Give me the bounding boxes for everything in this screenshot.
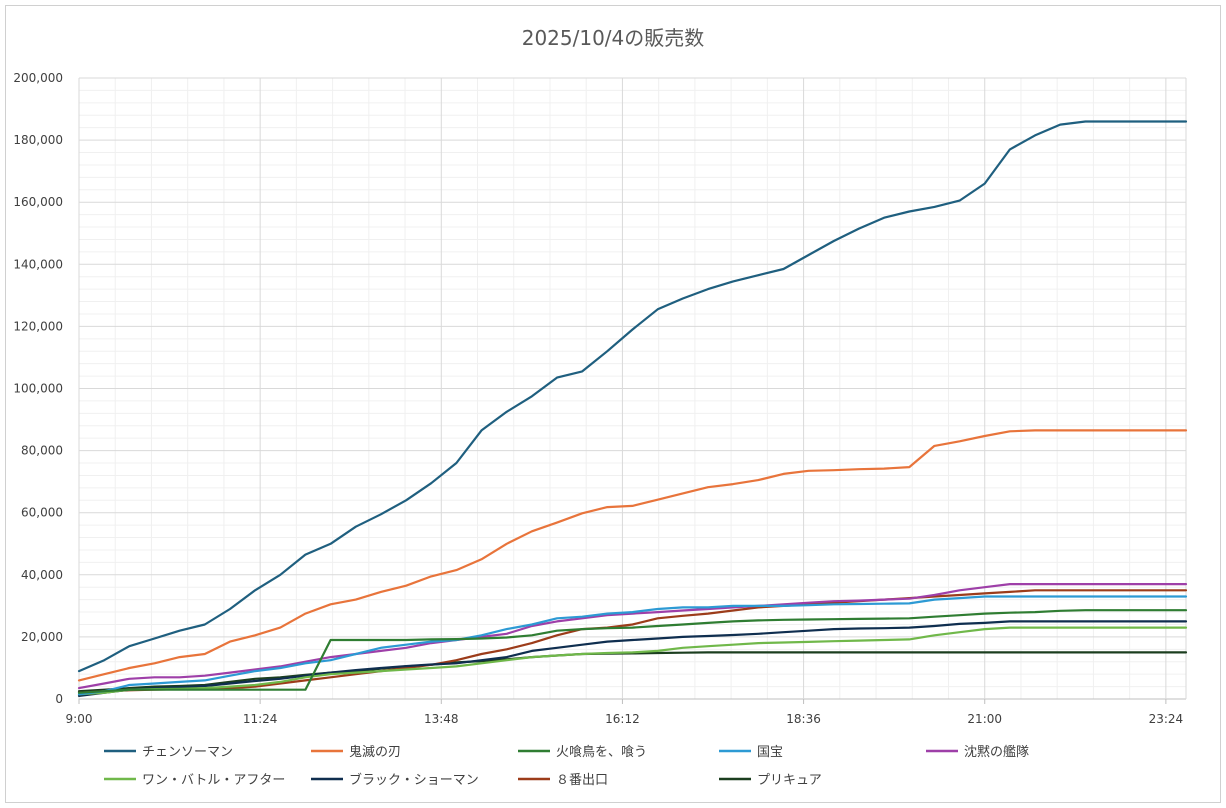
series-line: [77, 620, 1188, 698]
x-tick-label: 18:36: [786, 712, 821, 726]
y-axis-ticks: 0 20,000 40,000 60,000 80,000 100,000 120,000 1…: [13, 71, 63, 706]
y-tick-label: 60,000: [21, 506, 63, 520]
y-tick-label: 100,000: [13, 382, 63, 396]
series-line: [77, 120, 1188, 673]
series-line: [77, 589, 1188, 694]
y-tick-label: 160,000: [13, 195, 63, 209]
y-tick-label: 40,000: [21, 568, 63, 582]
y-tick-label: 200,000: [13, 71, 63, 85]
series-line: [77, 595, 1188, 696]
x-tick-label: 11:24: [243, 712, 278, 726]
line-chart: 2025/10/4の販売数 0 20,000 40,000 60,000 80,000 1…: [13, 26, 1188, 788]
legend-label: 鬼滅の刃: [349, 744, 401, 760]
series-lines: [77, 120, 1188, 698]
x-tick-label: 13:48: [424, 712, 459, 726]
legend-label: ブラック・ショーマン: [349, 772, 479, 788]
series-line: [77, 582, 1188, 690]
grid: [78, 77, 1187, 704]
series-line: [77, 609, 1188, 694]
chart-frame: 2025/10/4の販売数 0 20,000 40,000 60,000 80,000 1…: [5, 5, 1221, 803]
x-tick-label: 21:00: [967, 712, 1002, 726]
y-tick-label: 20,000: [21, 630, 63, 644]
chart-title: 2025/10/4の販売数: [522, 26, 705, 50]
legend-label: 沈黙の艦隊: [964, 744, 1029, 760]
y-tick-label: 180,000: [13, 133, 63, 147]
legend-label: ８番出口: [556, 773, 608, 788]
legend-label: 国宝: [757, 745, 783, 760]
x-tick-label: 9:00: [66, 712, 93, 726]
legend-label: 火喰鳥を、喰う: [556, 744, 647, 760]
series-line: [77, 626, 1188, 696]
legend-label: チェンソーマン: [142, 745, 233, 760]
y-tick-label: 0: [55, 692, 63, 706]
x-tick-label: 23:24: [1149, 712, 1184, 726]
x-axis-ticks: 9:00 11:24 13:48 16:12 18:36 21:00 23:24: [66, 712, 1184, 726]
y-tick-label: 80,000: [21, 444, 63, 458]
y-tick-label: 140,000: [13, 257, 63, 271]
legend-label: ワン・バトル・アフター: [142, 773, 285, 788]
series-line: [77, 429, 1188, 682]
legend-label: プリキュア: [757, 773, 822, 788]
y-tick-label: 120,000: [13, 319, 63, 333]
x-tick-label: 16:12: [605, 712, 640, 726]
